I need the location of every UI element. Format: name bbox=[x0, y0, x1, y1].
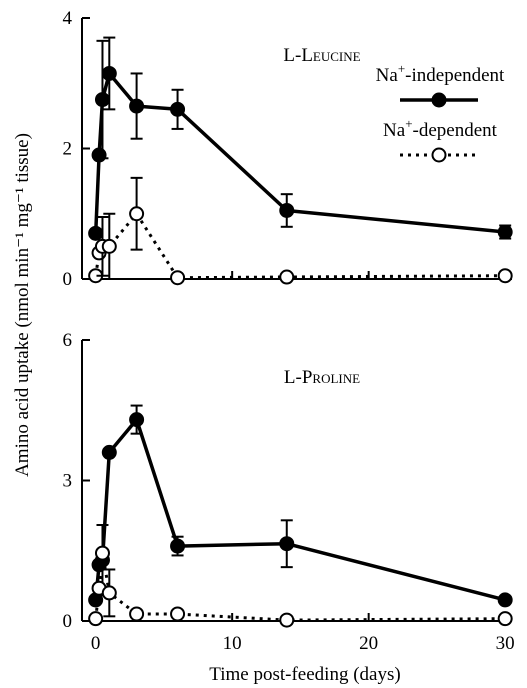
x-axis-title: Time post-feeding (days) bbox=[209, 664, 400, 685]
panel2-dependent-point bbox=[497, 611, 513, 627]
panel2-independent-point bbox=[497, 592, 513, 608]
panel2-x-tick-label: 30 bbox=[496, 633, 515, 654]
panel1-y-tick-label: 2 bbox=[63, 139, 73, 160]
panel2-dependent-point bbox=[94, 545, 110, 561]
panel1-independent-point bbox=[170, 101, 186, 117]
panel1-independent-point bbox=[279, 202, 295, 218]
panel2-independent-point bbox=[279, 536, 295, 552]
panel1-independent-point bbox=[94, 92, 110, 108]
panel1-independent-line bbox=[93, 71, 506, 234]
legend-marker-independent bbox=[431, 92, 447, 108]
legend-marker-dependent bbox=[431, 147, 447, 163]
panel2-x-tick-label: 20 bbox=[359, 633, 378, 654]
panel2-y-tick-label: 0 bbox=[63, 611, 73, 632]
panel2-independent-point bbox=[101, 444, 117, 460]
legend-label-dependent: Na+-dependent bbox=[383, 116, 498, 141]
panel1-y-tick-label: 4 bbox=[63, 8, 73, 29]
panel1-dependent-point bbox=[170, 270, 186, 286]
panel2-dependent-point bbox=[279, 612, 295, 628]
panel2-independent-point bbox=[129, 412, 145, 428]
panel1-independent-point bbox=[91, 147, 107, 163]
panel1-independent-point bbox=[129, 98, 145, 114]
panel1-independent-point bbox=[497, 224, 513, 240]
panel2-dependent-line bbox=[94, 551, 506, 622]
panel1-independent-point bbox=[88, 225, 104, 241]
panel2-title: L-Proline bbox=[284, 367, 360, 388]
panel1-title: L-Leucine bbox=[283, 45, 360, 66]
panel1-dependent-point bbox=[129, 206, 145, 222]
y-axis-title: Amino acid uptake (nmol min⁻¹ mg⁻¹ tissu… bbox=[12, 133, 33, 477]
panel2-dependent-point bbox=[129, 606, 145, 622]
panel2-dependent-point bbox=[88, 611, 104, 627]
legend-label-independent: Na+-independent bbox=[376, 61, 505, 86]
panel1-y-tick-label: 0 bbox=[63, 269, 73, 290]
panel2-dependent-point bbox=[101, 585, 117, 601]
panel2-dependent-point bbox=[170, 606, 186, 622]
panel1-dependent-point bbox=[101, 238, 117, 254]
panel1-independent-point bbox=[101, 65, 117, 81]
panel2-x-tick-label: 0 bbox=[91, 633, 101, 654]
panel2-independent-line bbox=[93, 417, 506, 602]
panel1-dependent-line bbox=[94, 212, 506, 280]
panel2-y-tick-label: 3 bbox=[63, 471, 73, 492]
panel1-dependent-point bbox=[497, 268, 513, 284]
panel1-dependent-point bbox=[279, 269, 295, 285]
panel2-x-tick-label: 10 bbox=[223, 633, 242, 654]
panel2-y-tick-label: 6 bbox=[63, 330, 73, 351]
panel2-independent-point bbox=[170, 538, 186, 554]
